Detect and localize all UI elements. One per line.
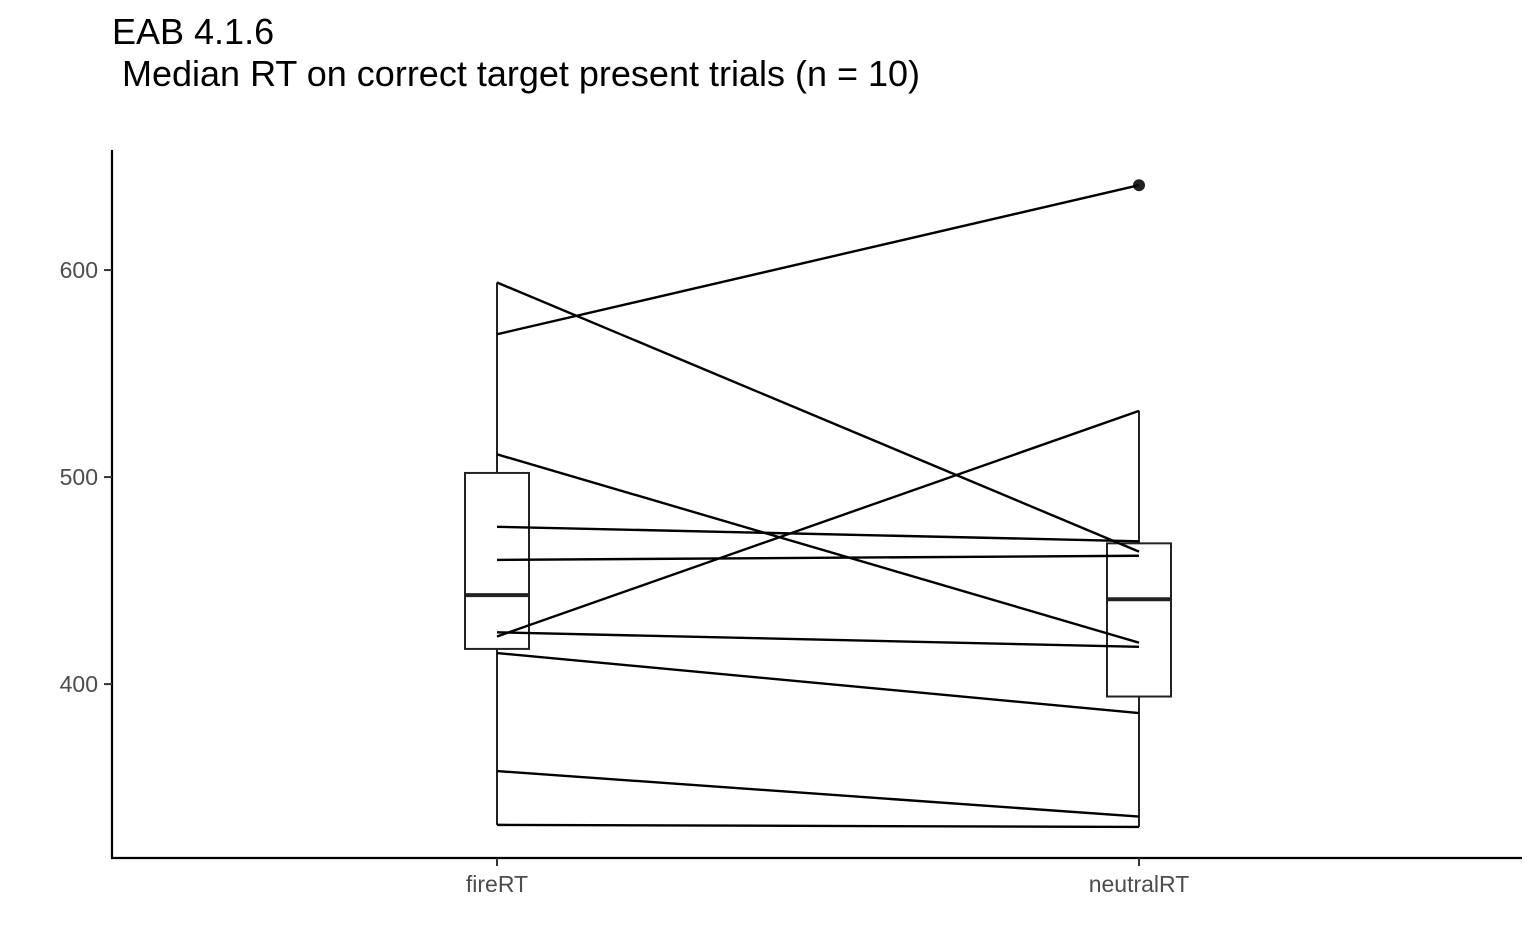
subject-line-2: [496, 281, 1140, 553]
y-tick-label-500: 500: [60, 464, 98, 490]
subject-line-5: [496, 554, 1140, 562]
subject-line-9: [496, 769, 1140, 818]
subject-line-3: [496, 453, 1140, 644]
neutralrt-box: [1106, 542, 1172, 698]
chart-title: EAB 4.1.6: [112, 11, 274, 52]
y-tick-label-600: 600: [60, 257, 98, 283]
x-tick-label-neutralrt: neutralRT: [1089, 871, 1190, 897]
plot-area: 400 500 600 fireRT neutralRT: [60, 150, 1522, 897]
x-tick-label-firert: fireRT: [466, 871, 528, 897]
subject-line-4: [496, 525, 1140, 543]
chart-subtitle: Median RT on correct target present tria…: [112, 53, 920, 94]
subject-line-8: [496, 651, 1140, 715]
y-tick-label-400: 400: [60, 671, 98, 697]
subject-line-7: [496, 409, 1140, 638]
subject-line-1: [496, 184, 1140, 336]
subject-line-6: [496, 631, 1140, 649]
subject-line-10: [496, 823, 1140, 829]
